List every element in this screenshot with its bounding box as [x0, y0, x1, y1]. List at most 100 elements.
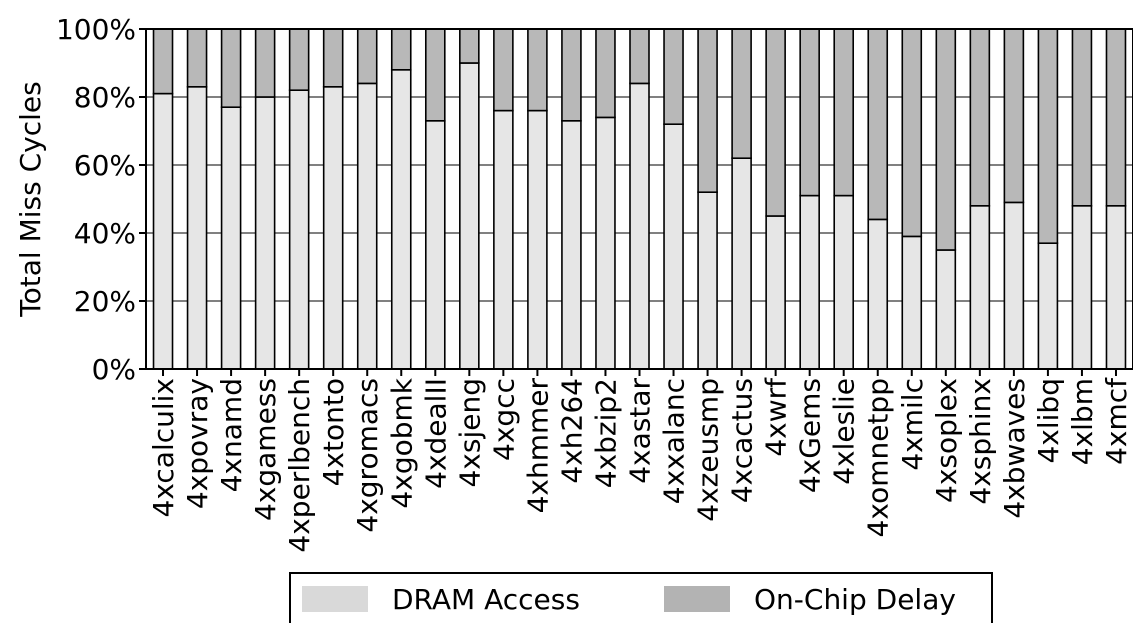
bar-dram-access-4xsoplex: [935, 249, 957, 370]
bar-on-chip-delay-4xmilc: [901, 28, 923, 238]
y-tick-label: 40%: [74, 217, 136, 250]
x-tick-label-4xcactus: 4xcactus: [726, 378, 759, 503]
bar-on-chip-delay-4xxalanc: [663, 28, 684, 125]
legend-label-on-chip-delay: On-Chip Delay: [754, 583, 956, 616]
bar-on-chip-delay-4xperlbench: [288, 28, 310, 92]
bar-dram-access-4xperlbench: [288, 89, 310, 370]
x-tick-label-4xzeusmp: 4xzeusmp: [692, 378, 725, 522]
bar-dram-access-4xh264: [561, 120, 582, 370]
y-tick-label: 60%: [74, 149, 136, 182]
bar-on-chip-delay-4xbzip2: [595, 28, 616, 119]
x-tick-label-4xsjeng: 4xsjeng: [453, 378, 486, 488]
x-tick-labels: 4xcalculix 4xpovray 4xnamd 4xgamess 4xperlbe…: [147, 377, 1133, 553]
bar-dram-access-4xlbm: [1071, 205, 1093, 370]
bar-dram-access-4xgems: [799, 194, 820, 370]
bar-dram-access-4xcalculix: [152, 92, 174, 370]
bar-dram-access-4xomnetpp: [867, 218, 889, 370]
x-tick-label-4xbwaves: 4xbwaves: [998, 378, 1031, 519]
bar-dram-access-4xleslie: [833, 194, 855, 370]
bars: [152, 28, 1127, 370]
bar-dram-access-4xzeusmp: [697, 191, 718, 370]
x-tick-label-4xlbm: 4xlbm: [1066, 378, 1099, 465]
x-tick-label-4xomnetpp: 4xomnetpp: [862, 378, 895, 537]
bar-on-chip-delay-4xlbm: [1071, 28, 1093, 207]
bar-on-chip-delay-4xzeusmp: [697, 28, 718, 193]
bar-dram-access-4xtonto: [322, 86, 344, 370]
x-tick-label-4xtonto: 4xtonto: [317, 378, 350, 486]
x-tick-label-4xpovray: 4xpovray: [181, 378, 214, 509]
x-tick-label-4xgems: 4xGems: [794, 378, 827, 493]
x-tick-label-4xmilc: 4xmilc: [896, 378, 929, 471]
x-tick-label-4xxalanc: 4xxalanc: [658, 378, 691, 504]
x-tick-label-4xhmmer: 4xhmmer: [521, 378, 554, 514]
bar-on-chip-delay-4xdealii: [424, 28, 446, 122]
bar-on-chip-delay-4xhmmer: [527, 28, 548, 112]
x-tick-label-4xgobmk: 4xgobmk: [385, 377, 418, 508]
bar-dram-access-4xsjeng: [459, 62, 480, 370]
bar-on-chip-delay-4xcactus: [731, 28, 752, 159]
bar-dram-access-4xbwaves: [1003, 201, 1025, 370]
x-tick-label-4xsoplex: 4xsoplex: [930, 378, 963, 503]
bar-on-chip-delay-4xtonto: [322, 28, 344, 88]
bar-on-chip-delay-4xpovray: [186, 28, 208, 88]
legend-label-dram-access: DRAM Access: [392, 583, 580, 616]
legend: DRAM Access On-Chip Delay: [289, 572, 993, 623]
x-tick-label-4xdealii: 4xdealII: [419, 378, 452, 489]
bar-on-chip-delay-4xastar: [629, 28, 650, 85]
x-tick-label-4xastar: 4xastar: [624, 378, 657, 484]
bar-on-chip-delay-4xleslie: [833, 28, 855, 197]
bar-dram-access-4xgobmk: [390, 69, 412, 370]
bar-dram-access-4xmilc: [901, 235, 923, 370]
x-tick-label-4xbzip2: 4xbzip2: [589, 378, 622, 488]
bar-on-chip-delay-4xnamd: [220, 28, 242, 108]
bar-dram-access-4xpovray: [186, 86, 208, 370]
bar-on-chip-delay-4xgobmk: [390, 28, 412, 71]
x-tick-label-4xcalculix: 4xcalculix: [147, 378, 180, 518]
bar-on-chip-delay-4xsphinx: [969, 28, 991, 207]
bar-dram-access-4xnamd: [220, 106, 242, 370]
bar-dram-access-4xwrf: [765, 215, 786, 370]
legend-box: [289, 572, 993, 623]
bar-dram-access-4xbzip2: [595, 116, 616, 370]
y-tick-label: 20%: [74, 285, 136, 318]
bar-dram-access-4xastar: [629, 82, 650, 370]
bar-dram-access-4xgromacs: [356, 82, 378, 370]
bar-dram-access-4xlibq: [1037, 242, 1059, 370]
bar-on-chip-delay-4xgamess: [254, 28, 276, 98]
y-tick-label: 0%: [92, 353, 136, 386]
x-tick-label-4xgcc: 4xgcc: [487, 378, 520, 461]
x-tick-label-4xperlbench: 4xperlbench: [283, 378, 316, 553]
bar-on-chip-delay-4xgems: [799, 28, 820, 197]
bar-dram-access-4xxalanc: [663, 123, 684, 370]
bar-dram-access-4xdealii: [424, 120, 446, 370]
x-tick-label-4xwrf: 4xwrf: [760, 377, 793, 457]
x-tick-label-4xsphinx: 4xsphinx: [964, 378, 997, 505]
x-tick-label-4xlibq: 4xlibq: [1032, 378, 1065, 464]
bar-on-chip-delay-4xgcc: [493, 28, 514, 112]
x-tick-label-4xnamd: 4xnamd: [215, 378, 248, 492]
bar-on-chip-delay-4xomnetpp: [867, 28, 889, 221]
x-tick-label-4xh264: 4xh264: [555, 378, 588, 484]
bar-on-chip-delay-4xsoplex: [935, 28, 957, 251]
bar-on-chip-delay-4xh264: [561, 28, 582, 122]
bar-dram-access-4xgamess: [254, 96, 276, 370]
y-tick-label: 100%: [56, 13, 136, 46]
bar-on-chip-delay-4xlibq: [1037, 28, 1059, 244]
x-tick-label-4xgamess: 4xgamess: [249, 378, 282, 521]
bar-dram-access-4xhmmer: [527, 109, 548, 370]
bar-on-chip-delay-4xwrf: [765, 28, 786, 217]
bar-on-chip-delay-4xsjeng: [459, 28, 480, 64]
bar-on-chip-delay-4xgromacs: [356, 28, 378, 85]
bar-on-chip-delay-4xmcf: [1105, 28, 1127, 207]
y-axis-label: Total Miss Cycles: [14, 81, 47, 317]
bar-on-chip-delay-4xcalculix: [152, 28, 174, 95]
x-tick-label-4xgromacs: 4xgromacs: [351, 378, 384, 533]
bar-dram-access-4xmcf: [1105, 205, 1127, 370]
legend-swatch-on-chip-delay: [664, 586, 730, 612]
x-tick-label-4xmcf: 4xmcf: [1100, 377, 1133, 465]
bar-dram-access-4xsphinx: [969, 205, 991, 370]
bar-dram-access-4xgcc: [493, 109, 514, 370]
y-tick-labels: 0% 20% 40% 60% 80% 100%: [56, 13, 136, 386]
x-tick-label-4xleslie: 4xleslie: [828, 378, 861, 485]
